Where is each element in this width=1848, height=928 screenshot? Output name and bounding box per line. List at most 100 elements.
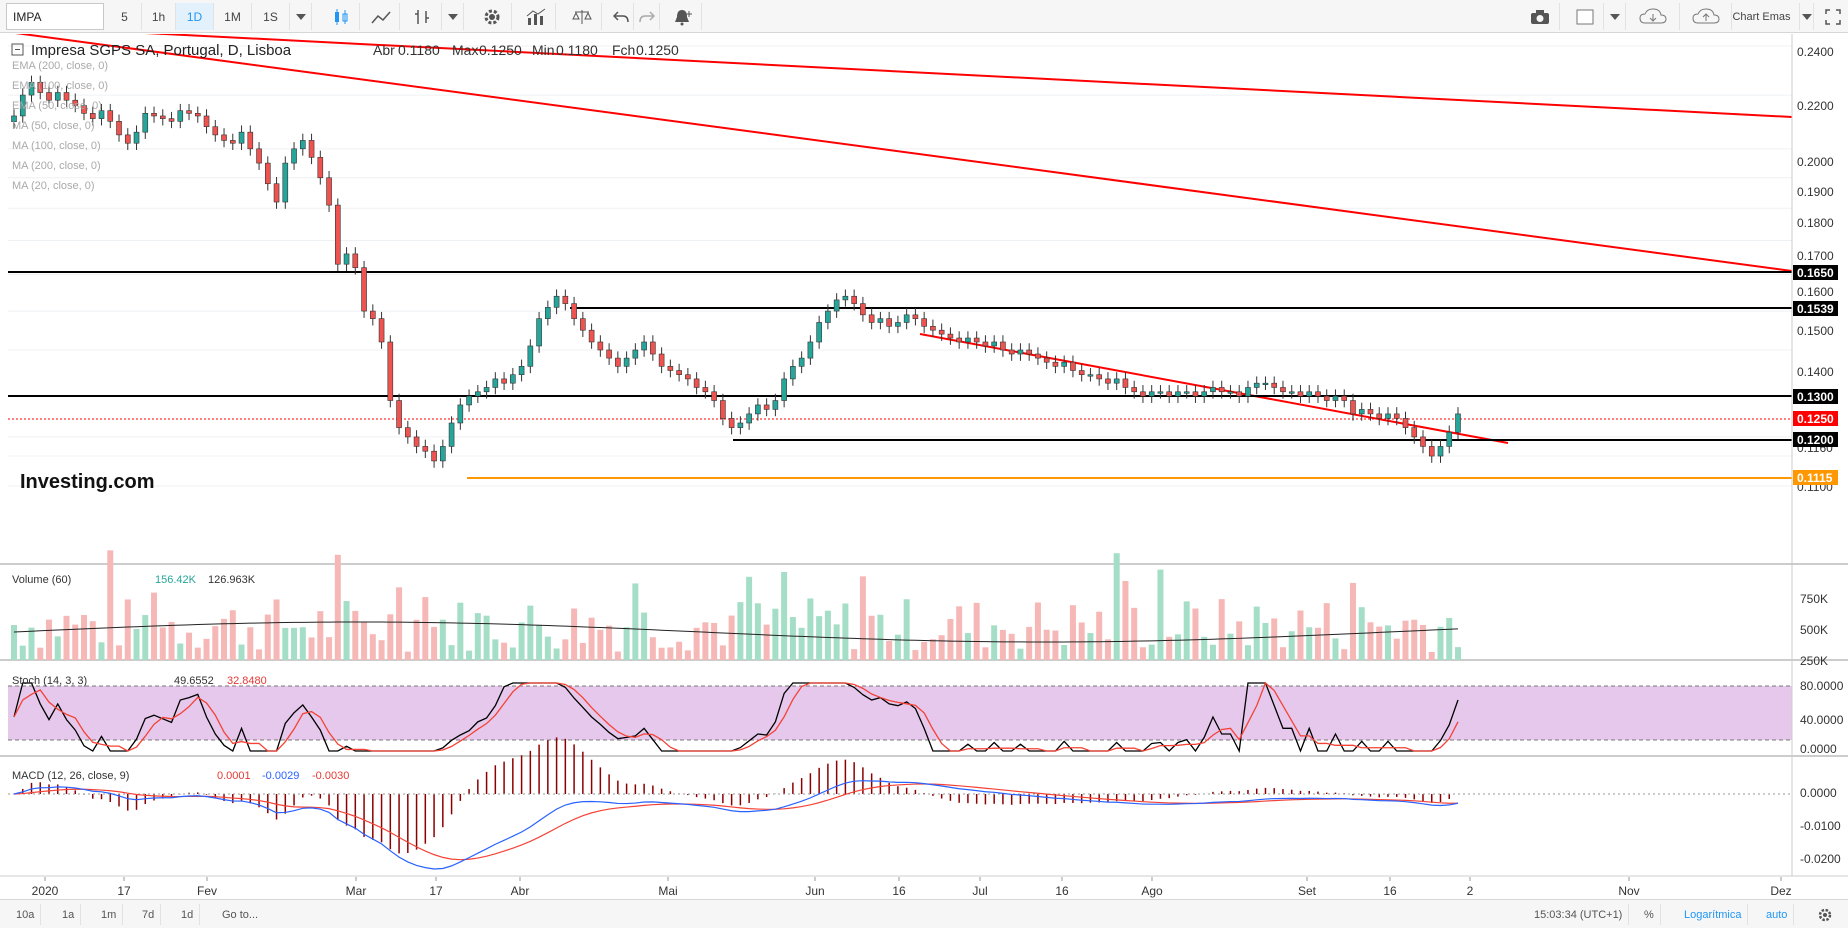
candle-body: [1166, 391, 1172, 397]
symbol-input[interactable]: [6, 3, 104, 30]
interval-1s[interactable]: 1S: [252, 3, 290, 30]
range-10a[interactable]: 10a: [10, 904, 42, 925]
alert-icon[interactable]: [664, 3, 702, 30]
clock-text: 15:03:34 (UTC+1): [1528, 904, 1630, 925]
candle-body: [1411, 427, 1418, 438]
candle-body: [1402, 418, 1409, 428]
candle-body: [1446, 431, 1453, 447]
indicator-ma-100[interactable]: MA (100, close, 0): [12, 140, 101, 152]
redo-icon[interactable]: [634, 3, 660, 30]
cloud-download-icon[interactable]: [1626, 3, 1680, 30]
candle-body: [641, 341, 647, 351]
volume-bar: [1157, 569, 1164, 660]
percent-toggle[interactable]: %: [1638, 904, 1661, 925]
candle-body: [895, 322, 901, 327]
candle-body: [903, 314, 910, 323]
interval-1h[interactable]: 1h: [142, 3, 176, 30]
interval-1m[interactable]: 1M: [214, 3, 252, 30]
price-axis[interactable]: 0.2400 0.2200 0.2000 0.1900 0.1800 0.170…: [1791, 34, 1838, 564]
chart-area[interactable]: Investing.com Impresa SGPS SA, Portugal,…: [0, 34, 1848, 898]
candle-body: [1341, 395, 1348, 401]
candle-body: [335, 204, 341, 265]
indicator-ma-50[interactable]: MA (50, close, 0): [12, 120, 95, 132]
candle-body: [81, 105, 87, 114]
volume-bar: [606, 625, 613, 660]
candle-body: [545, 307, 551, 319]
time-tick: Dez: [1770, 884, 1791, 898]
compare-icon[interactable]: [562, 3, 602, 30]
volume-bar: [763, 624, 770, 660]
stoch-d-line: [13, 681, 1459, 752]
candle-body: [685, 374, 691, 380]
candle-body: [518, 366, 525, 375]
volume-bar: [247, 627, 254, 660]
settings-icon[interactable]: [472, 3, 512, 30]
indicator-ma-200[interactable]: MA (200, close, 0): [12, 160, 101, 172]
candle-body: [291, 148, 297, 164]
volume-bar: [1017, 648, 1024, 660]
volume-bar: [1288, 631, 1295, 660]
chart-name-button[interactable]: Chart Emas: [1724, 3, 1800, 30]
range-7d[interactable]: 7d: [136, 904, 162, 925]
candle-body: [947, 333, 954, 339]
candle-body: [28, 82, 35, 96]
candle-body: [711, 391, 717, 401]
candle-body: [124, 134, 131, 144]
volume-bar: [1227, 633, 1234, 660]
time-tick: Nov: [1618, 884, 1639, 898]
auto-toggle[interactable]: auto: [1760, 904, 1795, 925]
indicator-ema-100[interactable]: EMA (100, close, 0): [12, 80, 108, 92]
volume-bar: [1384, 625, 1391, 660]
volume-bar: [614, 651, 621, 660]
volume-bar: [912, 650, 919, 660]
candle-body: [1358, 409, 1365, 415]
interval-1d[interactable]: 1D: [176, 3, 214, 30]
volume-value-1: 156.42K: [155, 574, 197, 586]
volume-bar: [1262, 622, 1269, 660]
candle-body: [378, 318, 385, 343]
price-tick: 0.2200: [1797, 99, 1834, 113]
undo-icon[interactable]: [608, 3, 634, 30]
layout-icon[interactable]: [1566, 3, 1604, 30]
range-1d[interactable]: 1d: [175, 904, 201, 925]
volume-bar: [632, 583, 639, 660]
camera-icon[interactable]: [1520, 3, 1560, 30]
interval-5[interactable]: 5: [108, 3, 142, 30]
volume-bar: [719, 645, 726, 660]
log-toggle[interactable]: Logarítmica: [1678, 904, 1749, 925]
candle-body: [475, 391, 481, 397]
candle-body: [772, 400, 779, 410]
candle-body: [833, 299, 840, 312]
fullscreen-icon[interactable]: [1818, 3, 1848, 30]
macd-legend: MACD (12, 26, close, 9) 0.0001 -0.0029 -…: [12, 770, 349, 782]
volume-bar: [308, 637, 315, 660]
macd-tick: -0.0200: [1800, 852, 1841, 866]
interval-dropdown-icon[interactable]: [290, 3, 312, 30]
indicator-ma-20[interactable]: MA (20, close, 0): [12, 180, 95, 192]
cloud-upload-icon[interactable]: [1680, 3, 1732, 30]
chart-name-dropdown-icon[interactable]: [1800, 3, 1814, 30]
level-tag-0.1650: 0.1650: [1797, 266, 1834, 280]
candle-body: [457, 404, 464, 424]
candle-body: [965, 337, 971, 343]
indicator-ema-50[interactable]: EMA (50, close, 0): [12, 100, 102, 112]
range-1m[interactable]: 1m: [95, 904, 124, 925]
settings-icon[interactable]: [1812, 904, 1838, 925]
goto-button[interactable]: Go to...: [222, 908, 259, 921]
indicator-ema-200[interactable]: EMA (200, close, 0): [12, 60, 108, 72]
chart-type-dropdown-icon[interactable]: [442, 3, 464, 30]
range-1a[interactable]: 1a: [56, 904, 82, 925]
volume-bar: [431, 626, 438, 660]
layout-dropdown-icon[interactable]: [1604, 3, 1626, 30]
time-axis[interactable]: 2020 17 Fev Mar 17 Abr Mai Jun 16 Jul 16 Ago Set 16 2 N…: [32, 877, 1792, 898]
indicators-icon[interactable]: [516, 3, 556, 30]
volume-bar: [702, 622, 709, 660]
stoch-k-line: [13, 682, 1459, 754]
collapse-legend-icon[interactable]: [11, 43, 24, 56]
volume-bar: [282, 627, 289, 660]
bar-chart-icon[interactable]: [402, 3, 442, 30]
candlestick-icon[interactable]: [322, 3, 360, 30]
macd-title: MACD (12, 26, close, 9): [12, 770, 129, 782]
volume-bar: [98, 642, 105, 660]
line-chart-icon[interactable]: [362, 3, 400, 30]
